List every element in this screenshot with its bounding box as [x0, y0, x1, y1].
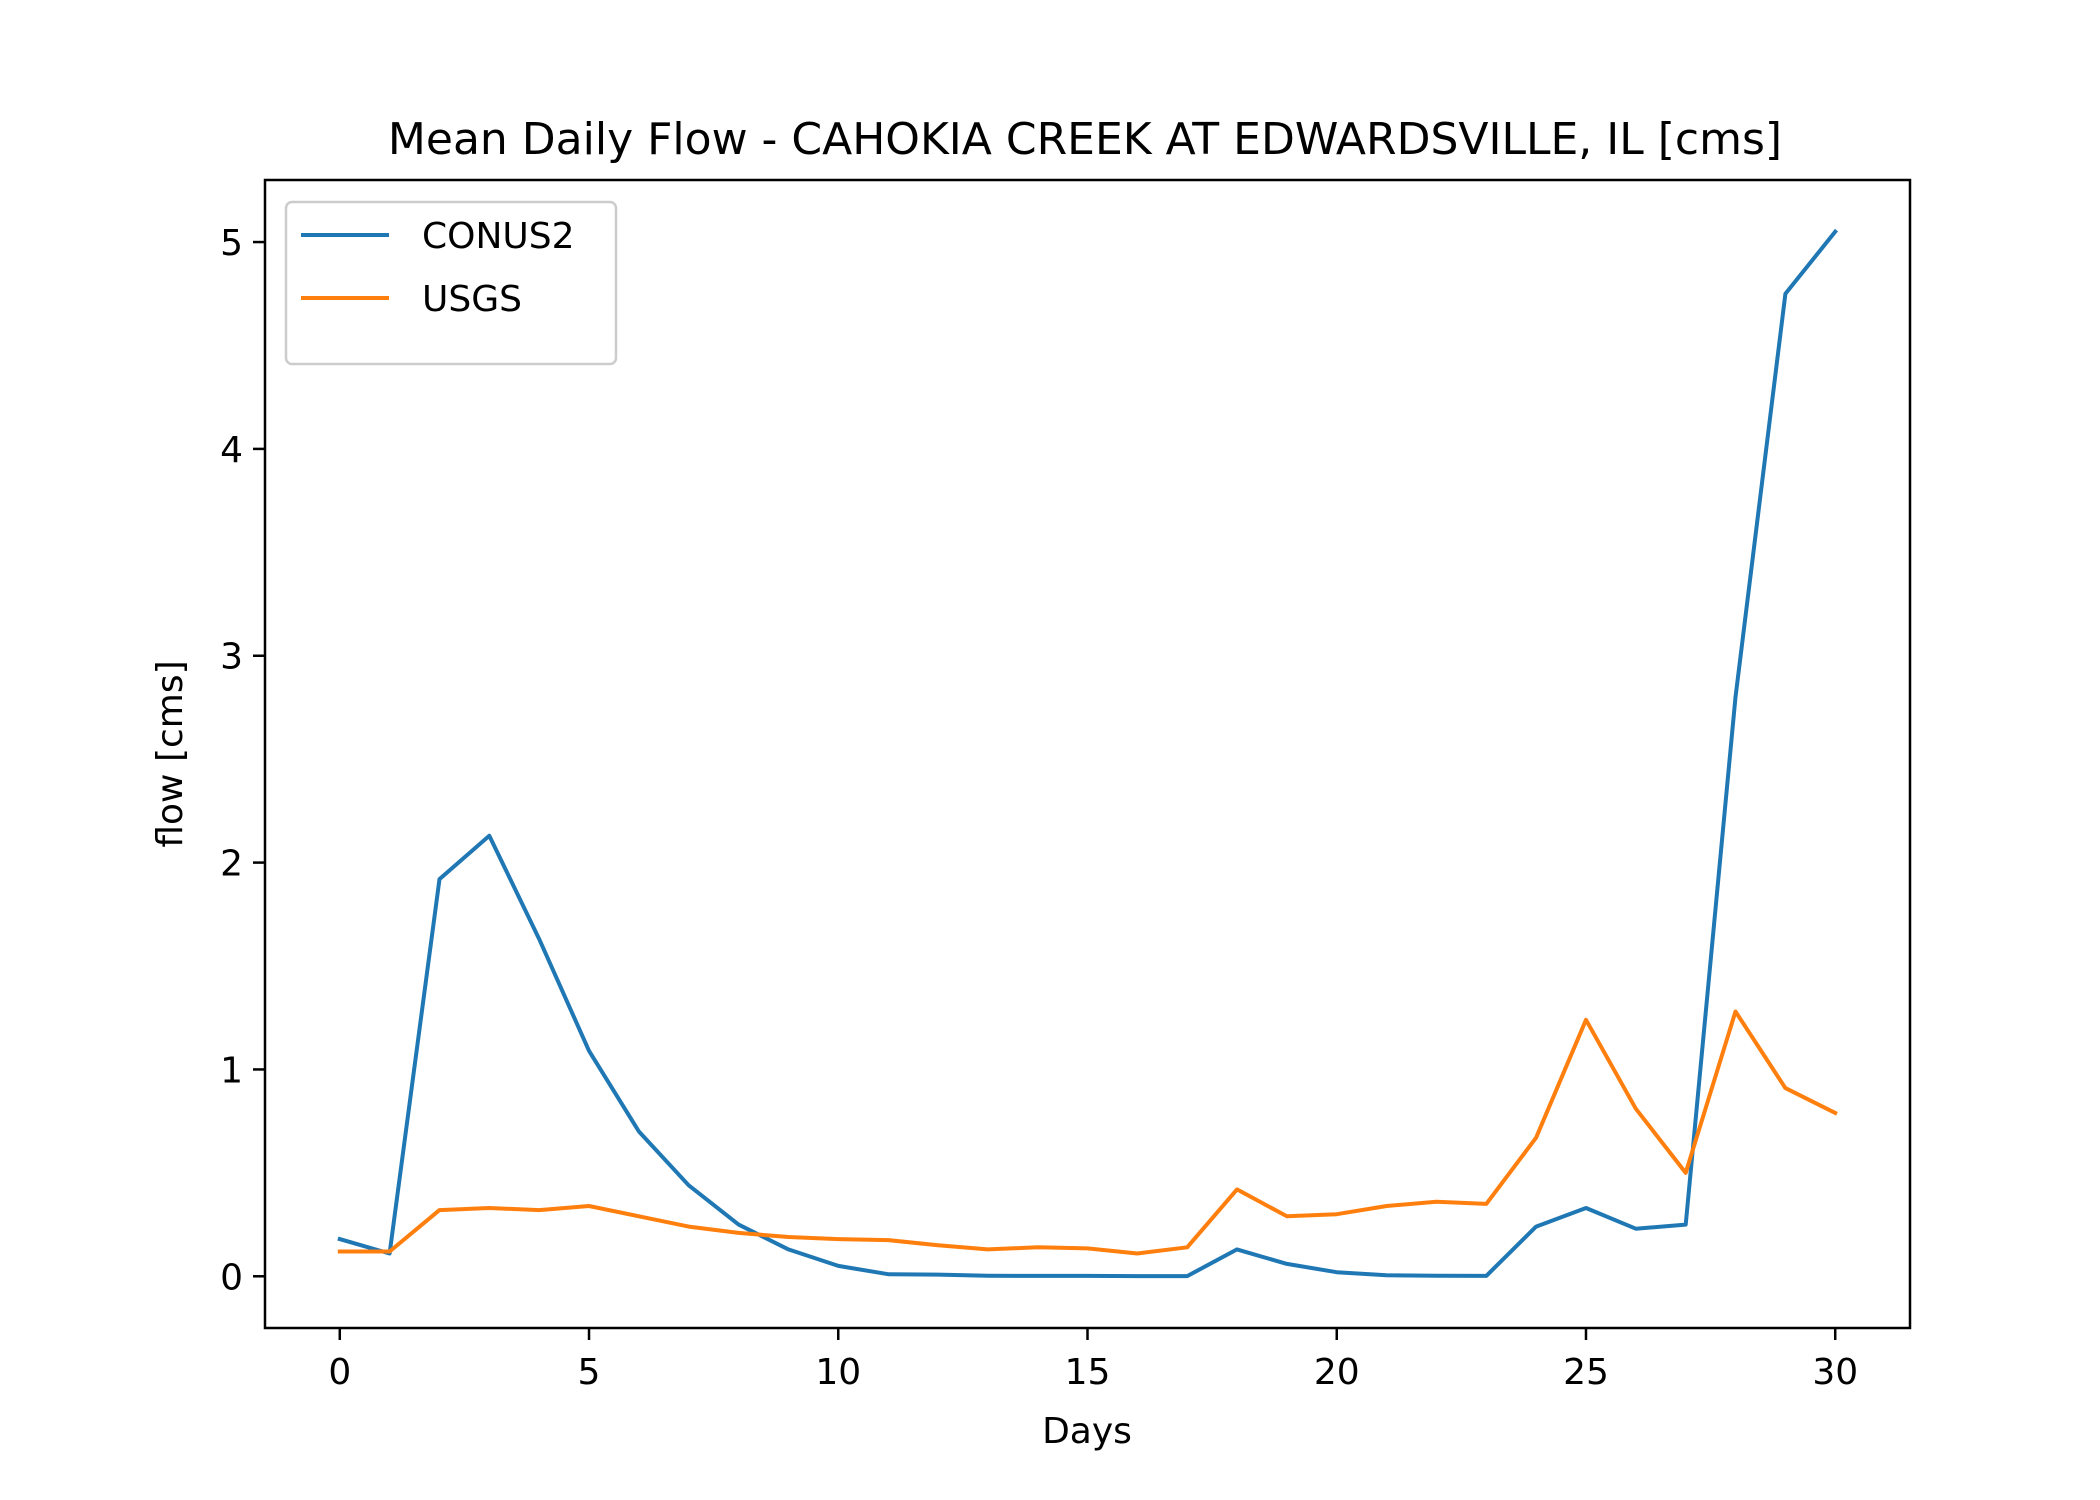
x-tick-label: 25 [1563, 1352, 1609, 1393]
y-tick-label: 4 [220, 430, 243, 471]
series-line-usgs [337, 1009, 1838, 1256]
y-tick-label: 5 [220, 223, 243, 264]
x-tick-label: 0 [328, 1352, 351, 1393]
x-tick-label: 30 [1812, 1352, 1858, 1393]
x-tick-label: 10 [815, 1352, 861, 1393]
y-tick-label: 3 [220, 637, 243, 678]
x-axis-label: Days [1042, 1411, 1132, 1452]
chart-title: Mean Daily Flow - CAHOKIA CREEK AT EDWAR… [388, 114, 1782, 165]
legend: CONUS2 USGS [284, 200, 618, 366]
legend-label-conus2: CONUS2 [422, 216, 575, 257]
x-tick-label: 15 [1065, 1352, 1111, 1393]
x-tick-label: 20 [1314, 1352, 1360, 1393]
x-tick-label: 5 [578, 1352, 601, 1393]
plot-lines [337, 228, 1839, 1279]
y-tick-label: 2 [220, 844, 243, 885]
x-axis: 0 5 10 15 20 25 30 [328, 1328, 1858, 1393]
series-line-conus2 [337, 228, 1839, 1279]
legend-label-usgs: USGS [422, 279, 522, 320]
y-tick-label: 1 [220, 1050, 243, 1091]
y-tick-label: 0 [220, 1257, 243, 1298]
legend-box [284, 200, 618, 366]
y-axis-label: flow [cms] [150, 660, 191, 847]
y-axis: 0 1 2 3 4 5 [220, 223, 265, 1298]
